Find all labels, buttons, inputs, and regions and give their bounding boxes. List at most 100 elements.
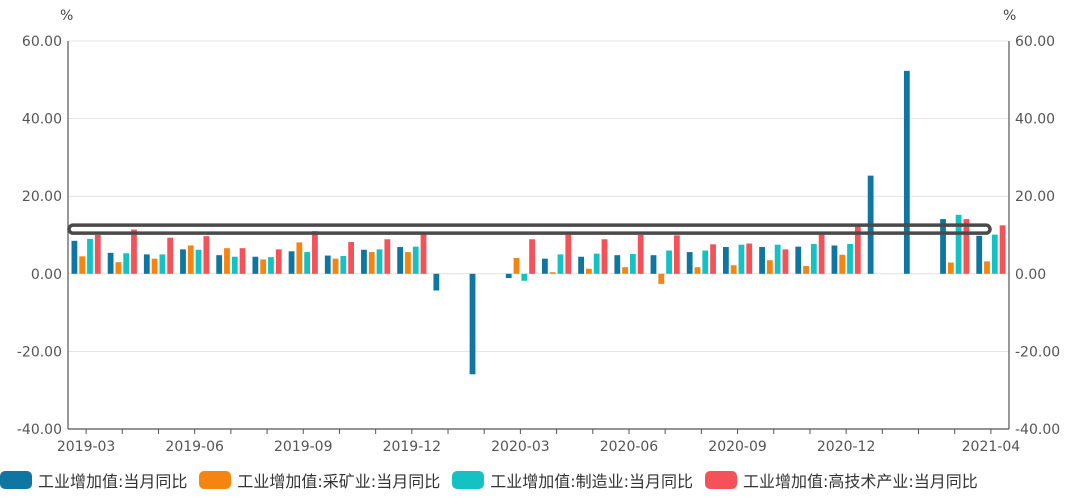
y-tick-label-left: 40.00 (22, 112, 62, 128)
bar-2020-10-s0 (759, 247, 765, 274)
bar-2021-04-s2 (991, 234, 998, 274)
bar-2019-04-s3 (131, 229, 137, 274)
reference-band (67, 223, 992, 235)
bar-2019-07-s1 (224, 248, 230, 274)
bar-2019-04-s2 (123, 253, 130, 274)
legend-swatch (452, 471, 485, 489)
bar-2019-11-s0 (361, 249, 367, 274)
bar-2021-03-s1 (947, 262, 954, 274)
bar-2019-06-s1 (187, 245, 194, 274)
legend-swatch (0, 471, 32, 489)
bar-2020-07-s0 (650, 255, 657, 274)
bar-2019-05-s3 (167, 237, 174, 274)
bar-2020-09-s2 (738, 244, 745, 274)
bar-2020-04-s1 (549, 272, 556, 274)
x-tick-label: 2019-09 (274, 439, 333, 455)
bar-2020-07-s3 (673, 235, 680, 274)
bar-2019-10-s0 (324, 255, 331, 274)
bar-2020-08-s1 (694, 267, 701, 274)
bars (71, 70, 1006, 375)
bar-2020-04-s2 (557, 254, 564, 274)
bar-2021-03-s3 (963, 219, 970, 274)
bar-2019-12-s3 (420, 234, 427, 274)
bar-2019-03-s2 (87, 238, 93, 274)
bar-2019-12-s0 (397, 247, 404, 274)
bar-2019-06-s2 (195, 249, 202, 274)
bar-2019-03-s1 (79, 256, 86, 274)
bar-2021-03-s2 (955, 214, 962, 274)
legend-label: 工业增加值:当月同比 (38, 472, 188, 491)
bar-2021-04-s3 (999, 225, 1006, 274)
y-tick-label-right: 20.00 (1015, 189, 1055, 205)
bar-2020-12-s1 (839, 254, 846, 274)
bar-2020-11-s3 (818, 232, 825, 274)
bar-2019-11-s1 (368, 252, 375, 274)
bar-2020-10-s2 (774, 244, 781, 274)
bar-2019-10-s3 (348, 241, 355, 274)
bar-2020-04-s0 (542, 258, 548, 274)
legend-label: 工业增加值:制造业:当月同比 (490, 472, 693, 491)
bar-2019-08-s0 (252, 256, 259, 274)
bar-2019-03-s3 (94, 235, 101, 274)
x-tick-label: 2020-06 (600, 439, 659, 455)
bar-2019-07-s3 (239, 248, 246, 274)
bar-2020-07-s1 (658, 273, 665, 284)
bar-2019-05-s2 (159, 254, 166, 274)
y-tick-label-right: 60.00 (1015, 34, 1055, 50)
bar-2019-07-s0 (216, 255, 223, 274)
y-tick-label-left: 20.00 (22, 189, 62, 205)
bar-2019-04-s0 (107, 252, 114, 274)
bar-2020-05-s0 (578, 256, 584, 274)
y-unit-right: % (1003, 8, 1016, 24)
bar-2020-08-s0 (686, 252, 693, 274)
bar-2019-10-s1 (332, 258, 339, 274)
bar-2020-11-s2 (810, 243, 817, 274)
reference-line (67, 223, 992, 235)
bar-2020-09-s0 (722, 247, 729, 274)
bar-2020-06-s1 (622, 267, 628, 274)
bar-2019-06-s3 (203, 236, 210, 274)
bar-2020-11-s1 (803, 266, 809, 274)
legend-item[interactable]: 工业增加值:制造业:当月同比 (452, 468, 693, 492)
bar-2020-06-s3 (637, 235, 644, 274)
bar-2020-02-s0 (469, 273, 476, 375)
bar-2019-05-s0 (143, 254, 150, 274)
bar-2019-09-s3 (312, 231, 318, 274)
legend-item[interactable]: 工业增加值:当月同比 (0, 468, 187, 492)
bar-2021-03-s0 (940, 219, 946, 274)
axis-labels: -40.00 -40.00 -20.00 -20.00 0.00 0.00 20.00 20.… (17, 8, 1060, 455)
y-tick-label-right: 40.00 (1015, 112, 1055, 128)
bar-2019-06-s0 (180, 249, 186, 274)
bar-2020-03-s3 (529, 239, 535, 274)
bar-2021-02-s0 (903, 70, 910, 274)
bar-2019-09-s2 (304, 252, 311, 274)
legend-item[interactable]: 工业增加值:高技术产业:当月同比 (705, 468, 978, 492)
chart-legend[interactable]: 工业增加值:当月同比 工业增加值:采矿业:当月同比 工业增加值:制造业:当月同比 工业… (0, 465, 1079, 495)
bar-2021-04-s0 (976, 235, 983, 274)
bar-2019-11-s2 (376, 249, 383, 274)
x-tick-label: 2021-04 (962, 439, 1021, 455)
y-tick-label-left: -40.00 (17, 422, 62, 438)
legend-label: 工业增加值:采矿业:当月同比 (237, 472, 441, 491)
bar-2019-09-s1 (296, 242, 303, 274)
bar-2019-04-s1 (115, 262, 122, 274)
legend-item[interactable]: 工业增加值:采矿业:当月同比 (199, 468, 440, 492)
bar-2020-12-s0 (831, 245, 838, 274)
bar-2020-09-s1 (730, 265, 737, 274)
bar-2019-08-s3 (275, 249, 282, 274)
bar-2020-09-s3 (746, 243, 753, 274)
legend-swatch (705, 471, 737, 489)
bar-2020-11-s0 (795, 246, 802, 274)
bar-2019-08-s1 (260, 259, 267, 274)
y-tick-label-right: -40.00 (1015, 422, 1060, 438)
bar-2020-10-s3 (782, 249, 789, 274)
legend-swatch (199, 471, 232, 489)
bar-2020-12-s2 (847, 243, 853, 274)
bar-2019-09-s0 (288, 251, 295, 274)
legend-label: 工业增加值:高技术产业:当月同比 (743, 472, 978, 491)
bar-2019-11-s3 (384, 239, 391, 274)
bar-2020-03-s0 (505, 273, 512, 279)
bar-2020-03-s1 (513, 257, 520, 274)
